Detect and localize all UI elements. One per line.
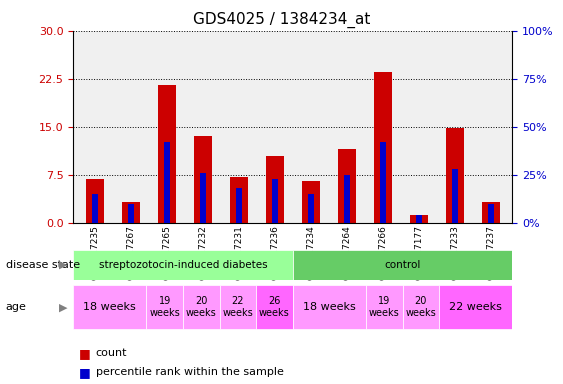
Bar: [415, 215, 422, 223]
Text: count: count: [96, 348, 127, 358]
FancyBboxPatch shape: [146, 285, 183, 329]
Bar: [164, 142, 170, 223]
Bar: [86, 179, 104, 223]
Text: ■: ■: [79, 366, 91, 379]
Bar: [446, 128, 464, 223]
Bar: [338, 149, 356, 223]
FancyBboxPatch shape: [403, 285, 439, 329]
Bar: [410, 215, 428, 223]
Text: 22
weeks: 22 weeks: [222, 296, 253, 318]
FancyBboxPatch shape: [220, 285, 256, 329]
FancyBboxPatch shape: [256, 285, 293, 329]
Text: ■: ■: [79, 347, 91, 360]
Bar: [230, 177, 248, 223]
Bar: [307, 194, 314, 223]
Text: 19
weeks: 19 weeks: [149, 296, 180, 318]
Bar: [158, 85, 176, 223]
FancyBboxPatch shape: [439, 285, 512, 329]
Text: GDS4025 / 1384234_at: GDS4025 / 1384234_at: [193, 12, 370, 28]
Text: 22 weeks: 22 weeks: [449, 302, 502, 312]
Text: streptozotocin-induced diabetes: streptozotocin-induced diabetes: [99, 260, 267, 270]
Text: 20
weeks: 20 weeks: [186, 296, 217, 318]
Text: control: control: [385, 260, 421, 270]
Text: 20
weeks: 20 weeks: [405, 296, 436, 318]
Bar: [488, 204, 494, 223]
Text: ▶: ▶: [59, 260, 68, 270]
Bar: [122, 202, 140, 223]
Text: 18 weeks: 18 weeks: [83, 302, 136, 312]
Text: percentile rank within the sample: percentile rank within the sample: [96, 367, 284, 377]
FancyBboxPatch shape: [183, 285, 220, 329]
Text: 18 weeks: 18 weeks: [303, 302, 356, 312]
Bar: [236, 188, 242, 223]
FancyBboxPatch shape: [73, 285, 146, 329]
Bar: [302, 181, 320, 223]
FancyBboxPatch shape: [366, 285, 403, 329]
FancyBboxPatch shape: [293, 285, 366, 329]
FancyBboxPatch shape: [73, 250, 293, 280]
Bar: [266, 156, 284, 223]
Text: 26
weeks: 26 weeks: [259, 296, 290, 318]
Bar: [343, 175, 350, 223]
Text: disease state: disease state: [6, 260, 80, 270]
Bar: [194, 136, 212, 223]
Bar: [374, 72, 392, 223]
Bar: [271, 179, 278, 223]
Bar: [128, 204, 134, 223]
Bar: [200, 173, 206, 223]
Bar: [452, 169, 458, 223]
Text: age: age: [6, 302, 26, 312]
Bar: [482, 202, 500, 223]
Text: 19
weeks: 19 weeks: [369, 296, 400, 318]
Text: ▶: ▶: [59, 302, 68, 312]
Bar: [92, 194, 98, 223]
Bar: [379, 142, 386, 223]
FancyBboxPatch shape: [293, 250, 512, 280]
